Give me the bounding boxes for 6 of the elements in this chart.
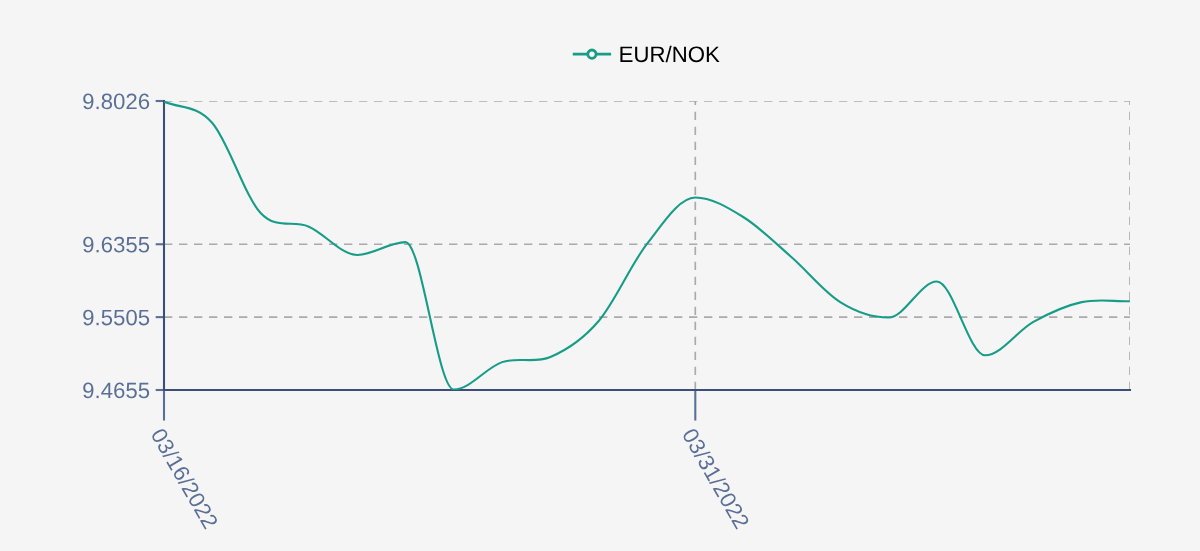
y-tick-label: 9.5505 <box>83 309 150 326</box>
y-tick-label: 9.8026 <box>83 93 150 110</box>
y-tick-label: 9.6355 <box>83 236 150 253</box>
legend-label: EUR/NOK <box>620 45 720 63</box>
y-tick-label: 9.4655 <box>83 382 150 399</box>
line-series <box>164 101 1130 390</box>
